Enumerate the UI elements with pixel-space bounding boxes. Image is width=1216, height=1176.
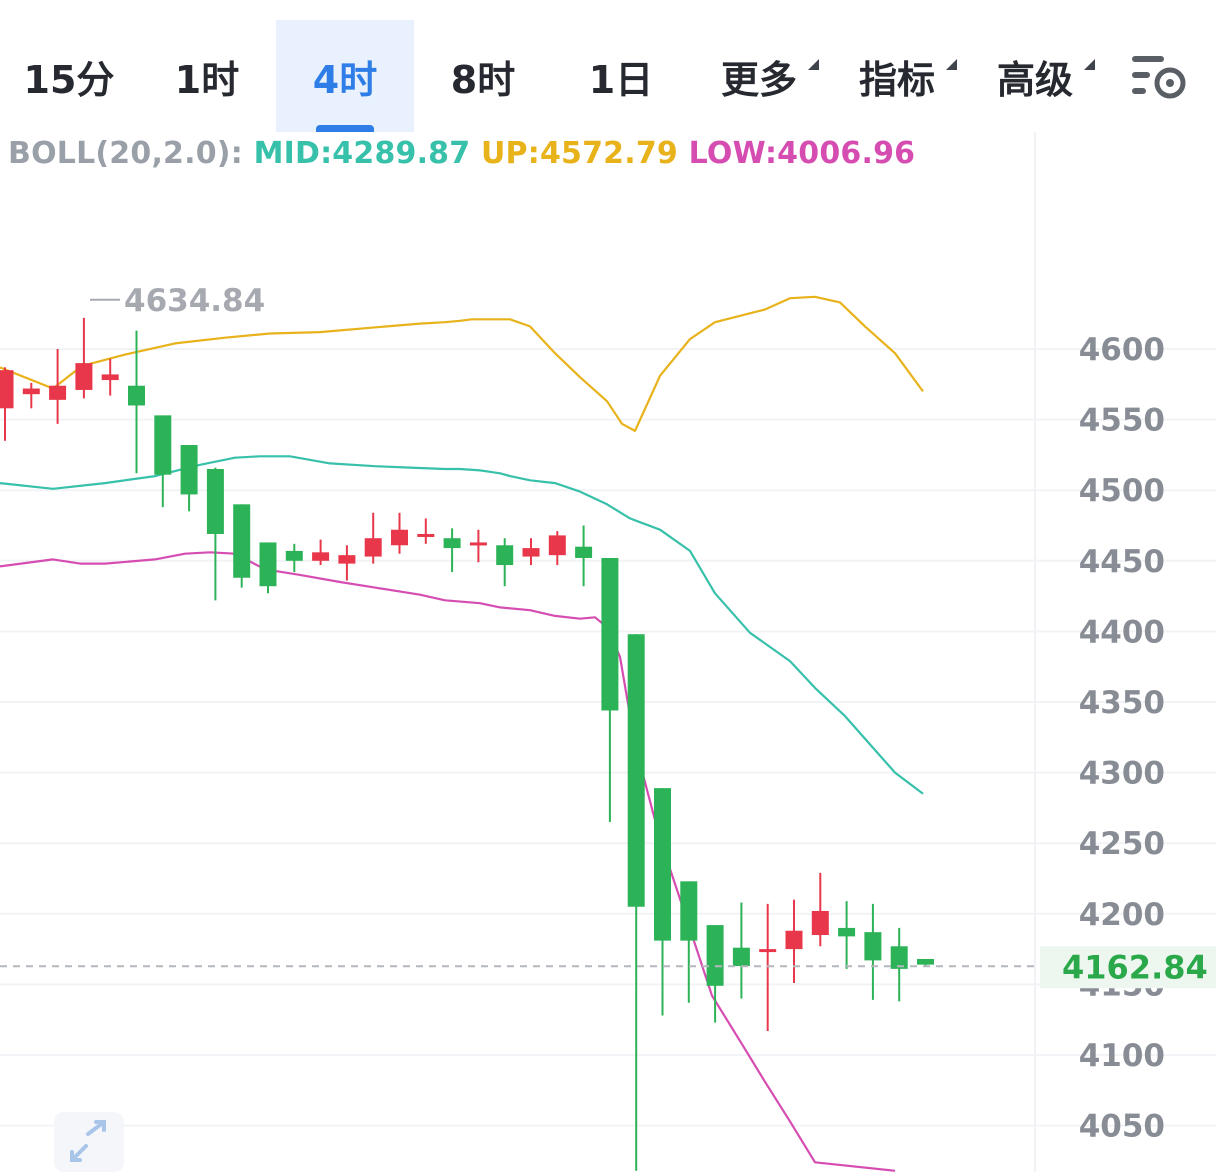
candle-body <box>917 958 934 965</box>
timeframe-tab-3[interactable]: 4时 <box>276 20 414 132</box>
candle-body <box>680 881 698 941</box>
candle-body <box>575 546 593 558</box>
candle-body <box>233 504 251 578</box>
timeframe-tab-label: 4时 <box>312 57 378 102</box>
candle-body <box>391 529 408 546</box>
candle-body <box>101 374 119 381</box>
y-tick-label: 4550 <box>1079 403 1165 439</box>
candle-body <box>496 545 514 566</box>
candle-body <box>864 932 882 961</box>
timeframe-tab-label: 指标 <box>859 49 957 104</box>
y-tick-label: 4300 <box>1079 756 1165 792</box>
current-price-label: 4162.84 <box>1062 948 1208 986</box>
timeframe-tab-7[interactable]: 指标 <box>828 20 966 132</box>
dropdown-corner-icon <box>1084 58 1095 70</box>
current-price-tag <box>1040 946 1216 989</box>
candle-body <box>443 538 461 549</box>
timeframe-tab-label: 15分 <box>23 57 115 102</box>
y-tick-label: 4100 <box>1079 1038 1165 1074</box>
candle-body <box>22 388 40 395</box>
candle-body <box>706 925 724 986</box>
max-price-marker: 4634.84 <box>90 283 265 319</box>
candle-body <box>469 542 487 546</box>
timeframe-toolbar: 15分 1时 4时 8时 1日 更多 指标 高级 <box>0 0 1216 132</box>
boll-bands <box>0 295 924 1172</box>
candle-body <box>49 385 67 400</box>
y-tick-label: 4600 <box>1079 332 1165 368</box>
timeframe-tab-label: 1时 <box>174 57 240 102</box>
candle-body <box>785 930 803 950</box>
timeframe-tab-label: 8时 <box>450 57 516 102</box>
candle-body <box>259 542 277 587</box>
y-tick-label: 4050 <box>1079 1109 1165 1145</box>
candle-body <box>522 548 540 557</box>
expand-icon <box>70 1120 106 1162</box>
candle-body <box>654 788 671 941</box>
candle-body <box>548 535 566 556</box>
candle-body <box>180 445 198 495</box>
timeframe-tab-label: 高级 <box>997 49 1095 104</box>
candle-body <box>128 385 145 406</box>
timeframe-tab-label: 更多 <box>721 49 819 104</box>
price-axis: 4600455045004450440043504300425042004150… <box>1079 332 1165 1145</box>
candle-body <box>838 927 856 937</box>
candle-body <box>601 557 619 711</box>
y-tick-label: 4400 <box>1079 614 1165 650</box>
candle-body <box>75 363 93 390</box>
max-price-label: 4634.84 <box>124 283 265 319</box>
y-tick-label: 4200 <box>1079 897 1165 933</box>
y-tick-label: 4250 <box>1079 826 1165 862</box>
expand-chart-button[interactable] <box>54 1112 124 1172</box>
chart-settings-icon <box>1132 56 1186 99</box>
candle-body <box>890 946 908 969</box>
timeframe-tab-4[interactable]: 8时 <box>414 20 552 132</box>
boll-mid-line <box>0 455 924 795</box>
boll-low-line <box>0 551 896 1172</box>
timeframe-tab-6[interactable]: 更多 <box>690 20 828 132</box>
candle-body <box>732 947 750 967</box>
timeframe-tab-label: 1日 <box>588 57 654 102</box>
candle-body <box>206 469 224 534</box>
timeframe-tab-5[interactable]: 1日 <box>552 20 690 132</box>
boll-up-line <box>0 295 924 432</box>
boll-mid-value: MID:4289.87 <box>253 136 471 171</box>
candle-body <box>0 370 14 409</box>
chart-settings-button[interactable] <box>1130 52 1188 104</box>
boll-legend: BOLL(20,2.0): MID:4289.87 UP:4572.79 LOW… <box>8 136 915 171</box>
y-tick-label: 4350 <box>1079 685 1165 721</box>
dropdown-corner-icon <box>946 58 957 70</box>
candles <box>0 317 934 1171</box>
candle-body <box>417 533 435 537</box>
active-tab-indicator <box>316 125 374 132</box>
candle-body <box>627 634 645 907</box>
candle-body <box>338 555 356 564</box>
candle-body <box>312 552 330 561</box>
candle-body <box>285 550 303 561</box>
candle-body <box>364 538 382 557</box>
boll-low-value: LOW:4006.96 <box>688 136 916 171</box>
boll-up-value: UP:4572.79 <box>481 136 678 171</box>
y-tick-label: 4500 <box>1079 473 1165 509</box>
timeframe-tab-2[interactable]: 1时 <box>138 20 276 132</box>
boll-indicator-label: BOLL(20,2.0): <box>8 136 243 171</box>
candle-body <box>759 949 777 953</box>
dropdown-corner-icon <box>808 58 819 70</box>
timeframe-tab-8[interactable]: 高级 <box>966 20 1104 132</box>
y-tick-label: 4450 <box>1079 544 1165 580</box>
candle-body <box>811 910 829 935</box>
timeframe-tab-1[interactable]: 15分 <box>0 20 138 132</box>
current-price-marker: 4162.84 <box>0 946 1216 989</box>
candle-body <box>154 415 172 475</box>
